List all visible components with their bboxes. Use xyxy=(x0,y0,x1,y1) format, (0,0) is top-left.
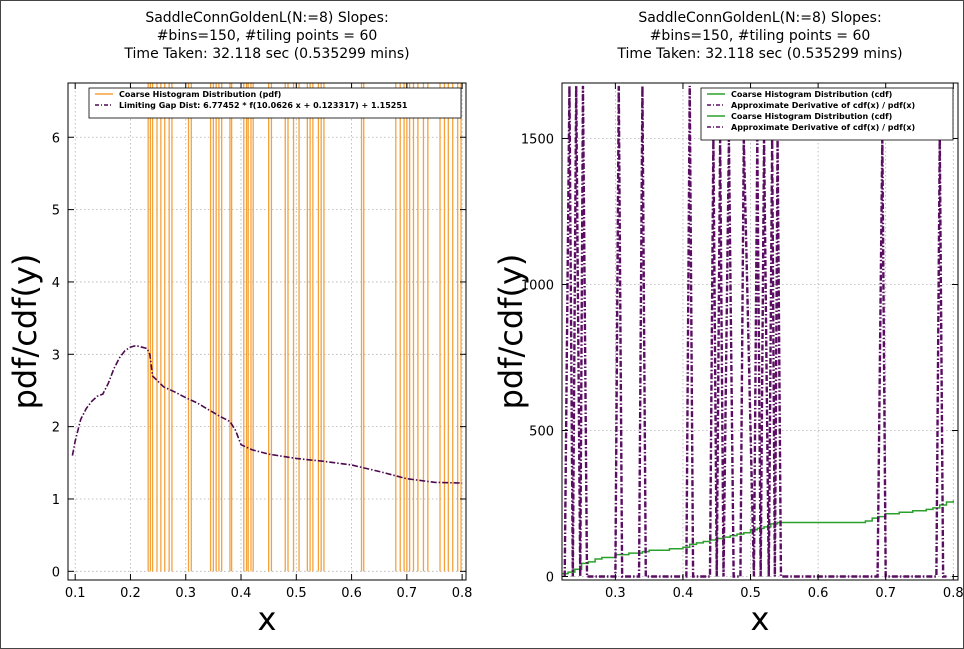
x-tick-label: 0.3 xyxy=(605,586,626,601)
legend-box xyxy=(700,87,954,141)
legend: Coarse Histogram Distribution (pdf) Limit… xyxy=(88,87,462,119)
y-tick-label: 5 xyxy=(52,204,60,219)
x-axis-label: x xyxy=(751,600,770,638)
legend-entry-label: Coarse Histogram Distribution (cdf) xyxy=(731,90,892,99)
x-tick-label: 0.4 xyxy=(231,586,252,601)
legend-entry-label: Coarse Histogram Distribution (cdf) xyxy=(731,112,892,121)
y-tick-label: 6 xyxy=(52,131,60,146)
axes-frame xyxy=(67,82,467,581)
x-tick-label: 0.1 xyxy=(65,586,86,601)
chart-panel-2: SaddleConnGoldenL(N:=8) Slopes: #bins=150… xyxy=(492,10,964,638)
y-axis-label: pdf/cdf(y) xyxy=(6,254,44,410)
y-tick-label: 2 xyxy=(52,421,60,436)
chart-panel-1: SaddleConnGoldenL(N:=8) Slopes: #bins=150… xyxy=(6,10,472,638)
y-tick-label: 0 xyxy=(546,570,554,585)
legend-entry-label: Approximate Derivative of cdf(x) / pdf(x… xyxy=(731,101,915,110)
limiting-gap-curve xyxy=(71,344,463,484)
series-group xyxy=(71,83,463,572)
chart-title-line: #bins=150, #tiling points = 60 xyxy=(157,28,378,44)
x-tick-label: 0.4 xyxy=(673,586,694,601)
legend-box xyxy=(88,87,462,119)
y-tick-label: 500 xyxy=(529,424,554,439)
x-tick-label: 0.6 xyxy=(808,586,829,601)
y-tick-label: 1 xyxy=(52,493,60,508)
chart-title-line: Time Taken: 32.118 sec (0.535299 mins) xyxy=(123,46,409,62)
y-tick-label: 4 xyxy=(52,276,60,291)
x-tick-label: 0.8 xyxy=(452,586,473,601)
x-tick-label: 0.7 xyxy=(397,586,418,601)
x-tick-label: 0.3 xyxy=(175,586,196,601)
chart-title-line: SaddleConnGoldenL(N:=8) Slopes: xyxy=(145,10,388,26)
legend-entry-label: Coarse Histogram Distribution (pdf) xyxy=(119,90,281,99)
cdf-step-line xyxy=(562,500,955,575)
chart-title-line: SaddleConnGoldenL(N:=8) Slopes: xyxy=(638,10,881,26)
chart-title-line: Time Taken: 32.118 sec (0.535299 mins) xyxy=(616,46,902,62)
y-axis-label: pdf/cdf(y) xyxy=(492,254,530,410)
legend: Coarse Histogram Distribution (cdf) Appro… xyxy=(700,87,954,141)
y-tick-label: 0 xyxy=(52,565,60,580)
chart-title-line: #bins=150, #tiling points = 60 xyxy=(650,28,871,44)
x-tick-label: 0.7 xyxy=(875,586,896,601)
axes-frame xyxy=(561,82,959,581)
x-tick-label: 0.5 xyxy=(286,586,307,601)
y-tick-label: 1500 xyxy=(521,132,554,147)
legend-entry-label: Approximate Derivative of cdf(x) / pdf(x… xyxy=(731,123,915,132)
x-tick-label: 0.8 xyxy=(943,586,964,601)
x-tick-label: 0.5 xyxy=(740,586,761,601)
grid-lines xyxy=(562,83,958,580)
legend-entry-label: Limiting Gap Dist: 6.77452 * f(10.0626 x… xyxy=(119,101,408,110)
y-tick-label: 1000 xyxy=(521,278,554,293)
y-tick-label: 3 xyxy=(52,348,60,363)
x-tick-label: 0.6 xyxy=(341,586,362,601)
x-axis-label: x xyxy=(258,600,277,638)
x-tick-label: 0.2 xyxy=(120,586,141,601)
